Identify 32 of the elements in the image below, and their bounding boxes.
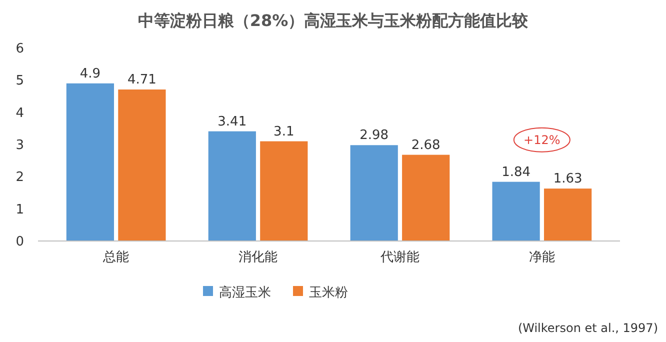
y-tick-label: 0 [16, 234, 24, 250]
x-tick-label: 代谢能 [379, 250, 420, 265]
data-label: 3.41 [218, 114, 247, 130]
y-tick-label: 6 [16, 42, 24, 57]
data-label: 4.9 [80, 66, 101, 82]
bar [66, 83, 114, 241]
x-tick-label: 消化能 [238, 250, 278, 265]
bar [402, 154, 450, 241]
text: (Wilkerson et al., 1997) [518, 321, 658, 335]
legend-label: 玉米粉 [309, 286, 348, 301]
legend-label: 高湿玉米 [219, 284, 271, 301]
bar [544, 188, 592, 241]
annotation: +12% [524, 133, 560, 148]
y-tick-label: 3 [16, 138, 24, 154]
bar [350, 145, 398, 241]
data-label: 1.84 [502, 164, 531, 180]
bar [208, 131, 256, 241]
data-label: 4.71 [127, 72, 156, 88]
data-label: 1.63 [553, 172, 582, 187]
y-tick-label: 5 [16, 74, 24, 89]
y-tick-label: 1 [16, 202, 24, 218]
x-tick-label: 总能 [102, 250, 130, 265]
bar [260, 141, 308, 241]
y-tick-label: 4 [16, 106, 24, 121]
x-tick-label: 净能 [528, 250, 555, 265]
chart-title: 中等淀粉日粮（28%）高湿玉米与玉米粉配方能值比较 [138, 11, 530, 30]
bar [118, 89, 166, 241]
data-label: 3.1 [274, 124, 294, 140]
bar [492, 182, 540, 241]
y-tick-label: 2 [16, 170, 24, 186]
data-label: 2.68 [411, 138, 440, 153]
data-label: 2.98 [360, 128, 389, 144]
